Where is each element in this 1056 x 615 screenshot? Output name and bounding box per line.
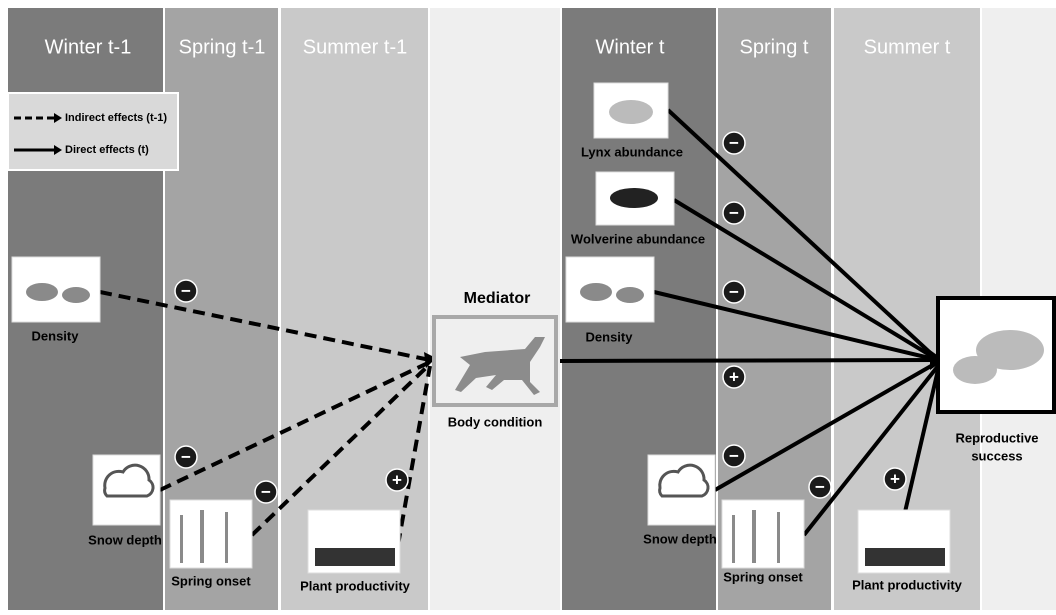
mediator-title: Mediator xyxy=(464,290,531,307)
node-label: Lynx abundance xyxy=(581,144,683,159)
sign-symbol: − xyxy=(729,282,739,301)
season-header: Summer t-1 xyxy=(303,36,407,58)
node-label: Density xyxy=(32,328,80,343)
sign-symbol: + xyxy=(729,367,739,386)
sign-badge xyxy=(722,131,746,155)
season-header: Spring t xyxy=(740,36,809,58)
node-icons xyxy=(26,100,945,566)
sign-symbol: + xyxy=(392,470,402,489)
node-label: success xyxy=(971,448,1022,463)
season-header: Winter t xyxy=(596,36,665,58)
node-label: Body condition xyxy=(448,414,543,429)
sign-symbol: + xyxy=(890,469,900,488)
node-label: Snow depth xyxy=(643,531,717,546)
node-label: Plant productivity xyxy=(852,577,963,592)
sign-badge xyxy=(385,468,409,492)
sign-badge xyxy=(722,365,746,389)
season-header: Summer t xyxy=(864,36,951,58)
sign-symbol: − xyxy=(181,281,191,300)
sign-badge xyxy=(254,480,278,504)
legend: Indirect effects (t-1) Direct effects (t… xyxy=(7,92,179,171)
sign-symbol: − xyxy=(261,482,271,501)
sign-symbol: − xyxy=(181,447,191,466)
legend-label: Direct effects (t) xyxy=(65,144,149,156)
sign-symbol: − xyxy=(815,477,825,496)
node-label: Spring onset xyxy=(723,569,803,584)
legend-label: Indirect effects (t-1) xyxy=(65,112,167,124)
season-header: Winter t-1 xyxy=(45,36,132,58)
arrow-head xyxy=(424,352,436,368)
reindeer-silhouette xyxy=(455,337,545,395)
node-label: Density xyxy=(586,329,634,344)
node-label: Plant productivity xyxy=(300,578,411,593)
sign-badge xyxy=(174,279,198,303)
sign-badge xyxy=(722,201,746,225)
season-header: Spring t-1 xyxy=(179,36,266,58)
sign-badge xyxy=(174,445,198,469)
sign-badge xyxy=(883,467,907,491)
reindeer-drawing xyxy=(953,330,1044,384)
node-label: Snow depth xyxy=(88,532,162,547)
node-label: Spring onset xyxy=(171,573,251,588)
node-label: Wolverine abundance xyxy=(571,231,705,246)
sign-badge xyxy=(808,475,832,499)
sign-symbol: − xyxy=(729,203,739,222)
sign-badge xyxy=(722,444,746,468)
sign-symbol: − xyxy=(729,133,739,152)
node-label: Reproductive xyxy=(955,430,1038,445)
sign-symbol: − xyxy=(729,446,739,465)
sign-badge xyxy=(722,280,746,304)
arrows xyxy=(99,108,940,546)
